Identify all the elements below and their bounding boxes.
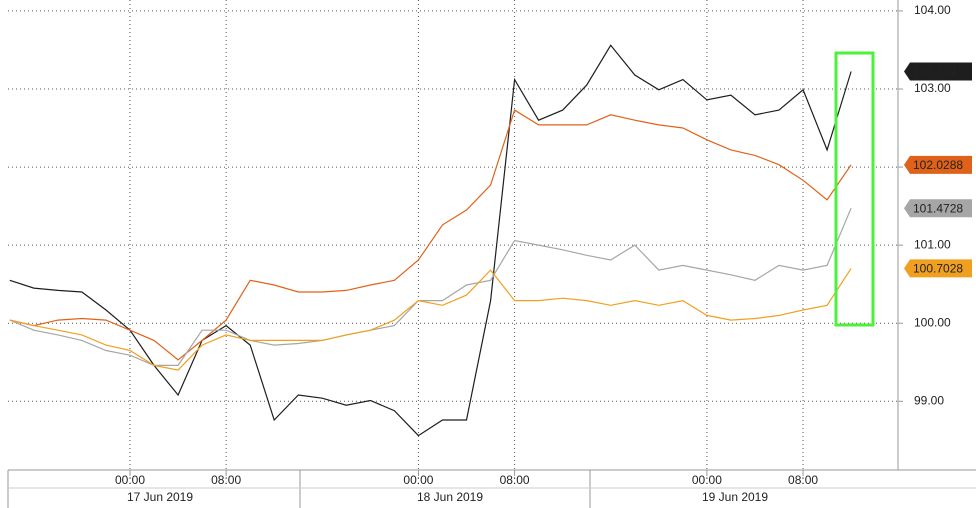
last-value-label: 100.7028	[913, 262, 963, 276]
x-tick-label: 00:00	[692, 473, 722, 487]
last-value-box	[904, 62, 972, 81]
last-value-label: 101.4728	[913, 201, 963, 215]
y-tick-label: 99.00	[914, 393, 944, 407]
lines-layer	[9, 44, 852, 437]
x-tick-label: 00:00	[403, 473, 433, 487]
y-tick-label: 103.00	[914, 81, 951, 95]
last-value-box	[904, 259, 972, 278]
labels-layer: 99.00100.00101.00102.00103.00104.0000:00…	[115, 3, 972, 504]
series-line	[9, 207, 852, 366]
series-line	[9, 109, 852, 361]
grid-layer	[8, 0, 898, 470]
y-tick-label: 100.00	[914, 315, 951, 329]
date-label: 18 Jun 2019	[417, 490, 483, 504]
last-value-label: 102.0288	[913, 158, 963, 172]
x-tick-label: 00:00	[115, 473, 145, 487]
highlight-box	[834, 51, 875, 327]
y-tick-label: 104.00	[914, 3, 951, 17]
x-tick-label: 08:00	[211, 473, 241, 487]
series-line	[9, 268, 852, 371]
y-tick-label: 101.00	[914, 237, 951, 251]
last-value-box	[904, 199, 972, 218]
last-value-label: 103.224	[913, 65, 957, 79]
series-line	[9, 44, 852, 437]
x-tick-label: 08:00	[788, 473, 818, 487]
last-value-box	[904, 155, 972, 174]
date-label: 19 Jun 2019	[702, 490, 768, 504]
date-label: 17 Jun 2019	[127, 490, 193, 504]
x-tick-label: 08:00	[500, 473, 530, 487]
